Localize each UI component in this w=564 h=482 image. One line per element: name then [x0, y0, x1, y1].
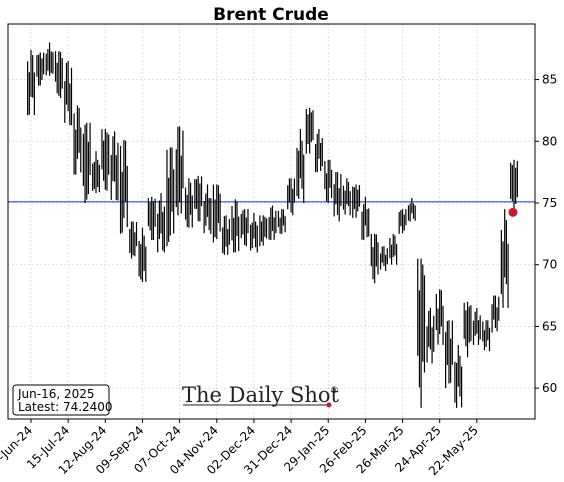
y-axis: 60 65 70 75 80 85: [535, 73, 557, 395]
y-tick-label: 65: [542, 319, 557, 333]
price-bars: [27, 42, 518, 408]
grid: [8, 24, 535, 419]
chart-title: Brent Crude: [213, 5, 329, 25]
info-box: Jun-16, 2025 Latest: 74.2400: [12, 384, 113, 416]
y-tick-label: 85: [542, 73, 557, 87]
y-tick-label: 80: [542, 134, 557, 148]
daily-shot-logo: The Daily Shot ®: [182, 383, 340, 408]
plot-frame: [7, 23, 536, 420]
latest-price-dot: [508, 207, 518, 217]
logo-dot: [326, 402, 332, 408]
info-box-frame: [12, 384, 110, 416]
logo-text: The Daily Shot: [182, 383, 340, 407]
y-tick-label: 75: [542, 196, 557, 210]
info-box-date: Jun-16, 2025: [17, 387, 95, 401]
latest-marker: [508, 207, 518, 217]
y-tick-label: 60: [542, 381, 557, 395]
logo-registered-mark: ®: [330, 386, 339, 396]
info-box-latest: Latest: 74.2400: [18, 400, 113, 414]
x-axis: 17-Jun-2415-Jul-2412-Aug-2409-Sep-2407-O…: [0, 419, 481, 478]
y-tick-label: 70: [542, 258, 557, 272]
